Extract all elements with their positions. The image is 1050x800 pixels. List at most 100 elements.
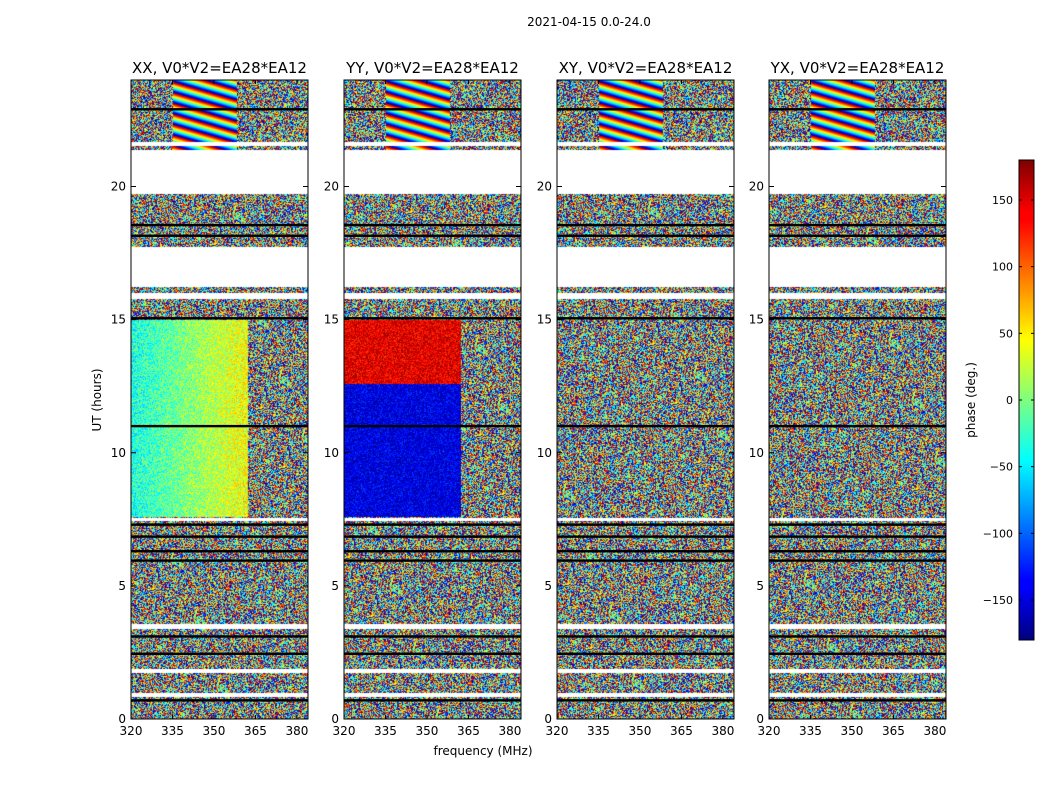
- y-tick-label: 0: [544, 712, 552, 726]
- gap-line: [557, 559, 734, 562]
- panel-title: YX, V0*V2=EA28*EA12: [770, 59, 945, 77]
- gap-line: [769, 108, 946, 111]
- gap-line: [557, 234, 734, 237]
- y-tick-label: 20: [324, 180, 339, 194]
- gap-line: [344, 223, 521, 227]
- gap-line: [344, 559, 521, 562]
- y-tick-label: 10: [537, 446, 552, 460]
- colorbar-tick-label: −100: [983, 527, 1013, 540]
- gap-line: [769, 523, 946, 526]
- x-tick-label: 335: [374, 724, 397, 738]
- gap-line: [131, 424, 308, 428]
- gap-line: [131, 223, 308, 227]
- gap-line: [344, 535, 521, 538]
- phase-heatmap: [557, 80, 734, 719]
- panel-2: YY, V0*V2=EA28*EA12 320 335 350 365 380 0 5 10 15…: [324, 59, 522, 738]
- gap-line: [557, 535, 734, 538]
- panel-title: XY, V0*V2=EA28*EA12: [559, 59, 733, 77]
- x-tick-label: 380: [923, 724, 946, 738]
- colorbar-tick-label: 150: [992, 194, 1013, 207]
- x-tick-label: 365: [882, 724, 905, 738]
- gap-line: [131, 234, 308, 237]
- y-tick-label: 0: [118, 712, 126, 726]
- y-tick-label: 15: [111, 313, 126, 327]
- y-tick-label: 5: [756, 579, 764, 593]
- colorbar-tick-label: 100: [992, 261, 1013, 274]
- gap-line: [557, 550, 734, 553]
- gap-line: [131, 535, 308, 538]
- panel-frame: [130, 79, 309, 720]
- y-tick-label: 15: [749, 313, 764, 327]
- colorbar-tick-label: 0: [1006, 394, 1013, 407]
- gap-line: [131, 317, 308, 320]
- y-axis-label: UT (hours): [90, 368, 104, 431]
- x-tick-label: 365: [457, 724, 480, 738]
- x-tick-label: 365: [670, 724, 693, 738]
- gap-line: [557, 317, 734, 320]
- gap-line: [131, 559, 308, 562]
- gap-line: [344, 317, 521, 320]
- gap-line: [344, 523, 521, 526]
- gap-line: [769, 234, 946, 237]
- y-tick-label: 20: [111, 180, 126, 194]
- phase-heatmap: [344, 80, 521, 719]
- y-tick-label: 15: [324, 313, 339, 327]
- gap-line: [557, 652, 734, 655]
- x-tick-label: 350: [629, 724, 652, 738]
- gap-line: [344, 424, 521, 428]
- panels: XX, V0*V2=EA28*EA12 320 335 350 365 380 0 5 10 15…: [111, 59, 947, 738]
- x-tick-label: 320: [333, 724, 356, 738]
- panel-4: YX, V0*V2=EA28*EA12 320 335 350 365 380 0 5 10 15…: [749, 59, 947, 738]
- colorbar: −150 −100 −50 0 50 100 150 phase (deg.): [964, 159, 1035, 641]
- x-tick-label: 350: [841, 724, 864, 738]
- y-tick-label: 10: [749, 446, 764, 460]
- x-tick-label: 335: [799, 724, 822, 738]
- x-axis-label: frequency (MHz): [433, 744, 532, 758]
- y-tick-label: 0: [756, 712, 764, 726]
- gap-line: [344, 234, 521, 237]
- x-tick-label: 335: [587, 724, 610, 738]
- gap-line: [769, 424, 946, 428]
- gap-line: [557, 108, 734, 111]
- colorbar-tick-label: −150: [983, 594, 1013, 607]
- panel-title: XX, V0*V2=EA28*EA12: [132, 59, 307, 77]
- gap-line: [344, 550, 521, 553]
- gap-line: [344, 108, 521, 111]
- gap-line: [131, 652, 308, 655]
- y-tick-label: 20: [537, 180, 552, 194]
- gap-line: [769, 317, 946, 320]
- colorbar-ticks: −150 −100 −50 0 50 100 150: [983, 194, 1034, 607]
- x-tick-label: 320: [120, 724, 143, 738]
- gap-line: [557, 223, 734, 227]
- gap-line: [131, 699, 308, 702]
- panel-frame: [556, 79, 735, 720]
- gap-line: [131, 550, 308, 553]
- colorbar-tick-label: 50: [999, 327, 1013, 340]
- x-tick-label: 350: [203, 724, 226, 738]
- y-tick-label: 5: [544, 579, 552, 593]
- y-tick-label: 20: [749, 180, 764, 194]
- gap-line: [131, 523, 308, 526]
- phase-heatmap: [131, 80, 308, 719]
- y-tick-label: 5: [118, 579, 126, 593]
- x-tick-label: 365: [244, 724, 267, 738]
- phase-heatmap: [769, 80, 946, 719]
- gap-line: [344, 699, 521, 702]
- gap-line: [131, 635, 308, 638]
- gap-line: [769, 550, 946, 553]
- panel-1: XX, V0*V2=EA28*EA12 320 335 350 365 380 0 5 10 15…: [111, 59, 309, 738]
- x-tick-label: 350: [416, 724, 439, 738]
- x-tick-label: 380: [498, 724, 521, 738]
- suptitle: 2021-04-15 0.0-24.0: [527, 15, 651, 29]
- gap-line: [557, 523, 734, 526]
- gap-line: [557, 635, 734, 638]
- gap-line: [769, 652, 946, 655]
- y-tick-label: 10: [324, 446, 339, 460]
- gap-line: [769, 223, 946, 227]
- gap-line: [769, 635, 946, 638]
- x-tick-label: 380: [285, 724, 308, 738]
- gap-line: [344, 635, 521, 638]
- colorbar-label: phase (deg.): [964, 362, 978, 438]
- x-tick-label: 335: [161, 724, 184, 738]
